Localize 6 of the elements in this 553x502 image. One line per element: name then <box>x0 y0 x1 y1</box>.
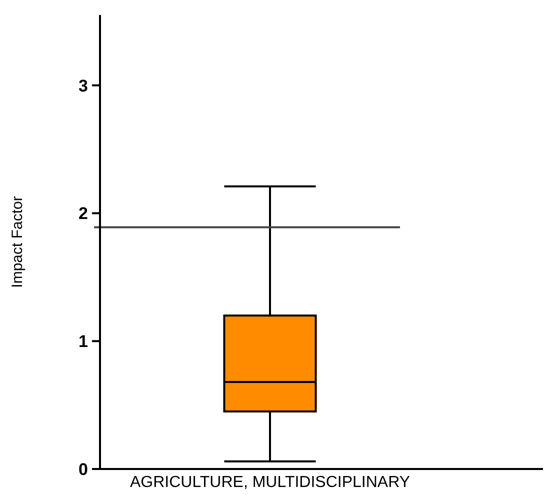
y-axis-title: Impact Factor <box>9 196 26 288</box>
y-tick-label: 1 <box>78 332 88 352</box>
y-tick-label: 2 <box>78 204 88 224</box>
y-tick-label: 3 <box>78 76 88 96</box>
x-tick-label: AGRICULTURE, MULTIDISCIPLINARY <box>130 474 410 491</box>
y-tick-label: 0 <box>78 460 88 479</box>
